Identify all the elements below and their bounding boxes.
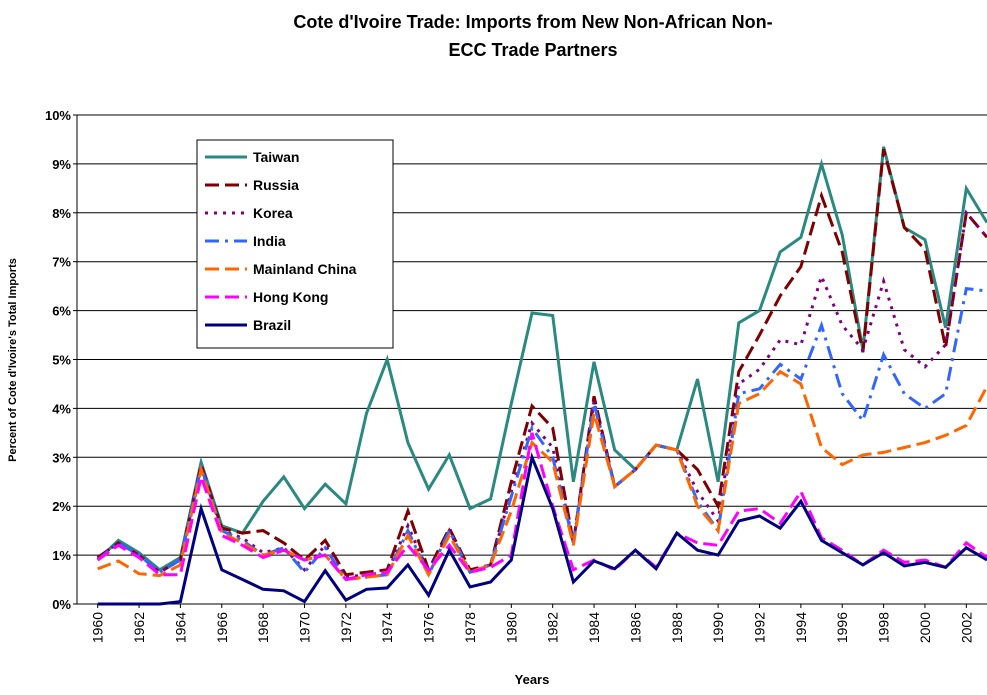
x-tick-label: 1970 <box>297 612 313 643</box>
x-tick-label: 1984 <box>586 612 602 643</box>
x-tick-label: 1976 <box>421 612 437 643</box>
y-tick-label: 10% <box>45 108 71 123</box>
y-tick-label: 5% <box>52 353 71 368</box>
y-axis-label: Percent of Cote d'Ivoire's Total Imports <box>7 258 19 462</box>
x-tick-label: 1986 <box>627 612 643 643</box>
series-line <box>97 369 987 582</box>
x-axis-label: Years <box>515 672 550 687</box>
series-line <box>96 286 987 582</box>
series-line <box>96 148 987 577</box>
legend-label: India <box>253 233 286 249</box>
y-tick-label: 0% <box>52 597 71 612</box>
y-tick-label: 9% <box>52 157 71 172</box>
x-tick-label: 1972 <box>338 612 354 643</box>
y-tick-label: 2% <box>52 499 71 514</box>
x-tick-label: 1968 <box>255 612 271 643</box>
legend-label: Russia <box>253 177 299 193</box>
x-tick-label: 1996 <box>834 612 850 643</box>
x-tick-label: 1978 <box>462 612 478 643</box>
x-tick-label: 1974 <box>379 612 395 643</box>
x-tick-label: 1962 <box>131 612 147 643</box>
x-tick-label: 2002 <box>958 612 974 643</box>
legend-box <box>196 139 394 349</box>
legend-label: Taiwan <box>253 149 299 165</box>
legend-label: Mainland China <box>253 261 357 277</box>
series-line <box>96 209 987 579</box>
x-tick-label: 1988 <box>669 612 685 643</box>
x-tick-label: 1982 <box>545 612 561 643</box>
y-tick-label: 8% <box>52 206 71 221</box>
series-line <box>96 432 987 582</box>
x-tick-label: 1980 <box>503 612 519 643</box>
y-tick-label: 7% <box>52 255 71 270</box>
y-tick-label: 3% <box>52 450 71 465</box>
legend-label: Hong Kong <box>253 289 328 305</box>
y-tick-label: 4% <box>52 401 71 416</box>
legend-label: Brazil <box>253 317 291 333</box>
series-line <box>97 452 987 606</box>
x-tick-label: 1998 <box>876 612 892 643</box>
x-tick-label: 1994 <box>793 612 809 643</box>
x-tick-label: 1990 <box>710 612 726 643</box>
x-tick-label: 2000 <box>917 612 933 643</box>
y-tick-label: 1% <box>52 548 71 563</box>
x-tick-label: 1992 <box>752 612 768 643</box>
x-tick-label: 1966 <box>214 612 230 643</box>
chart-title: Cote d'Ivoire Trade: Imports from New No… <box>293 12 773 60</box>
legend-label: Korea <box>253 205 293 221</box>
series-line <box>96 146 987 572</box>
y-tick-label: 6% <box>52 304 71 319</box>
x-tick-label: 1964 <box>172 612 188 643</box>
x-tick-label: 1960 <box>90 612 106 643</box>
